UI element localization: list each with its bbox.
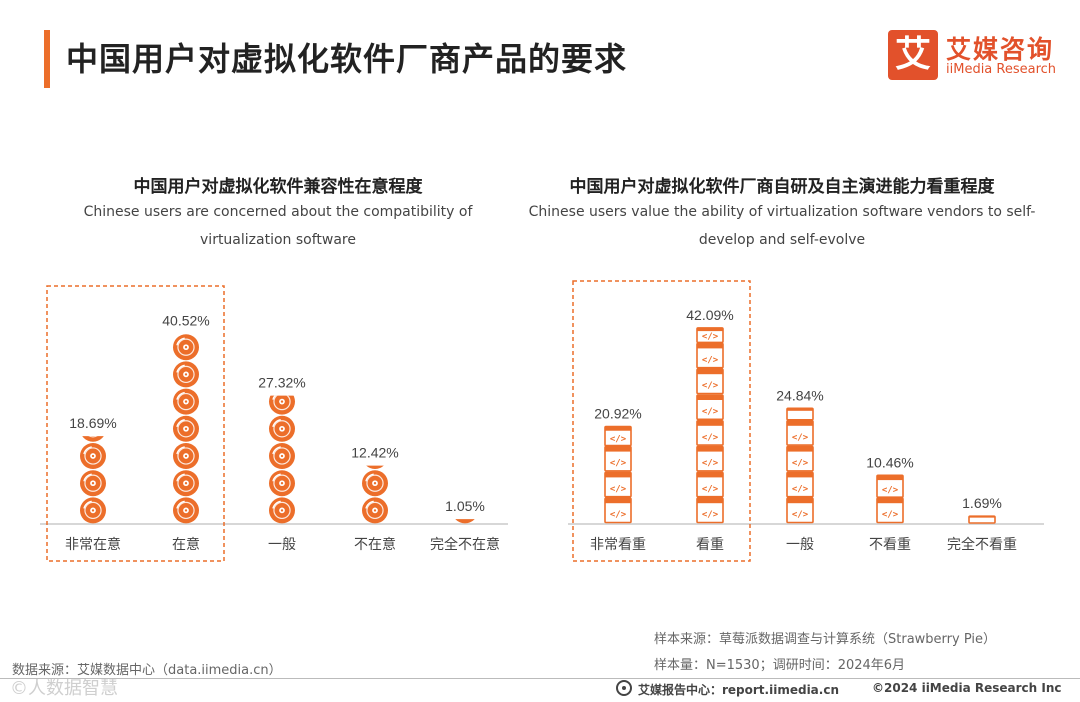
- value-label: 1.69%: [962, 495, 1002, 511]
- svg-text:</>: </>: [610, 459, 627, 469]
- highlight-box: [46, 285, 225, 562]
- sample-size-note: 样本量：N=1530；调研时间：2024年6月: [654, 658, 906, 673]
- svg-text:</>: </>: [792, 459, 809, 469]
- value-label: 20.92%: [594, 406, 641, 422]
- title-accent-bar: [44, 30, 50, 88]
- svg-text:</>: </>: [610, 434, 627, 444]
- report-center-icon: [616, 680, 632, 696]
- category-label: 不看重: [869, 537, 911, 553]
- value-label: 27.32%: [258, 375, 305, 391]
- chart-left-subtitle: Chinese users are concerned about the co…: [40, 198, 516, 254]
- watermark-text: ©人数据智慧: [10, 678, 118, 699]
- bar-3: </> </> </> </>: [786, 407, 814, 524]
- chart-right-subtitle-line-2: develop and self-evolve: [698, 232, 866, 248]
- chart-left-title: 中国用户对虚拟化软件兼容性在意程度: [133, 177, 423, 197]
- value-label: 12.42%: [351, 445, 398, 461]
- iimedia-logo: 艾 艾媒咨询 iiMedia Research: [888, 30, 1064, 82]
- svg-text:</>: </>: [702, 433, 719, 443]
- svg-text:</>: </>: [792, 433, 809, 443]
- bar-1: [80, 436, 106, 524]
- value-label: 42.09%: [686, 307, 733, 323]
- svg-text:</>: </>: [882, 485, 899, 495]
- value-label: 1.05%: [445, 498, 485, 514]
- svg-text:</>: </>: [792, 484, 809, 494]
- chart-left-compatibility: 18.69% 非常在意 40.52% 在意 27.32% 一般 12.42% 不在意 1.05%…: [40, 285, 508, 562]
- svg-text:</>: </>: [702, 381, 719, 391]
- bar-5: [968, 515, 996, 524]
- svg-text:</>: </>: [610, 510, 627, 520]
- value-label: 10.46%: [866, 454, 913, 470]
- chart-right-subtitle: Chinese users value the ability of virtu…: [512, 198, 1052, 254]
- category-label: 不在意: [354, 536, 396, 553]
- category-label: 非常看重: [590, 537, 646, 553]
- logo-mark: 艾: [888, 30, 938, 80]
- chart-left-subtitle-line-2: virtualization software: [200, 232, 356, 248]
- svg-text:</>: </>: [702, 459, 719, 469]
- data-source-note: 数据来源：艾媒数据中心（data.iimedia.cn）: [12, 663, 282, 678]
- bar-4: [362, 465, 388, 524]
- footer-divider: [0, 678, 1080, 679]
- logo-name-en: iiMedia Research: [946, 62, 1057, 77]
- report-center-link[interactable]: 艾媒报告中心：report.iimedia.cn: [638, 683, 839, 697]
- category-label: 一般: [786, 537, 814, 553]
- svg-text:</>: </>: [792, 510, 809, 520]
- value-label: 40.52%: [162, 313, 209, 329]
- chart-right-subtitle-line-1: Chinese users value the ability of virtu…: [528, 204, 1036, 220]
- page-title: 中国用户对虚拟化软件厂商产品的要求: [66, 40, 628, 78]
- category-label: 看重: [696, 537, 724, 553]
- svg-text:</>: </>: [702, 407, 719, 417]
- svg-text:</>: </>: [702, 332, 719, 342]
- copyright-text: ©2024 iiMedia Research Inc: [872, 681, 1062, 695]
- bar-2: [173, 334, 199, 524]
- bar-1: </> </> </> </>: [604, 425, 632, 524]
- logo-name-cn: 艾媒咨询: [946, 35, 1055, 64]
- category-label: 一般: [268, 537, 296, 553]
- bar-3: [269, 395, 295, 524]
- chart-left-subtitle-line-1: Chinese users are concerned about the co…: [83, 204, 473, 220]
- category-label: 完全不在意: [430, 536, 500, 553]
- category-label: 非常在意: [65, 536, 121, 553]
- svg-text:</>: </>: [702, 510, 719, 520]
- category-label: 完全不看重: [947, 536, 1017, 553]
- svg-text:</>: </>: [610, 484, 627, 494]
- svg-text:</>: </>: [702, 484, 719, 494]
- bar-4: </> </>: [876, 474, 904, 524]
- sample-source-note: 样本来源：草莓派数据调查与计算系统（Strawberry Pie）: [654, 632, 996, 647]
- bar-5: [455, 519, 475, 524]
- bar-2: </> </> </> </> </> </> </> </>: [696, 327, 724, 524]
- chart-right-title: 中国用户对虚拟化软件厂商自研及自主演进能力看重程度: [569, 177, 995, 197]
- value-label: 24.84%: [776, 387, 823, 403]
- svg-text:</>: </>: [882, 510, 899, 520]
- highlight-box: [572, 280, 751, 562]
- category-label: 在意: [172, 536, 200, 553]
- value-label: 18.69%: [69, 415, 116, 431]
- chart-right-self-development: </></></></>20.92%非常看重</></></></></></>…: [568, 280, 1044, 562]
- svg-text:</>: </>: [702, 355, 719, 365]
